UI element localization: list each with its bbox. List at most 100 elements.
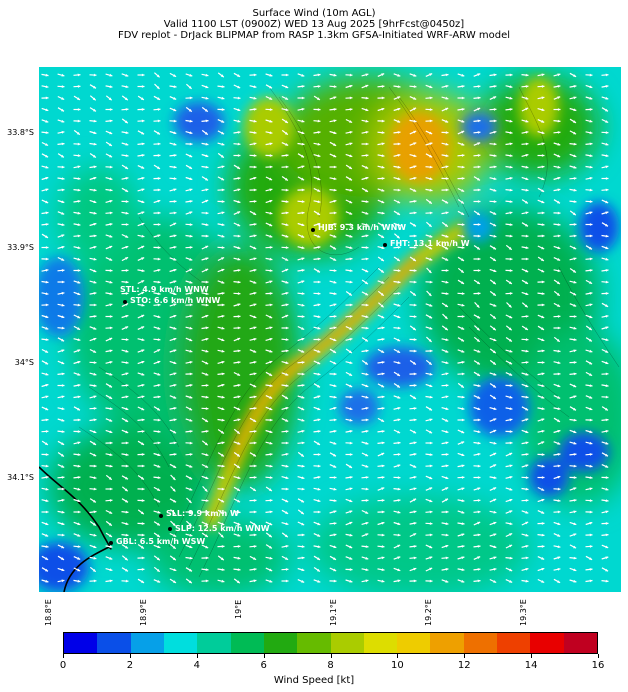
wind-arrow-head xyxy=(141,442,144,445)
wind-arrow-head xyxy=(237,337,241,341)
station-slp[interactable]: SLP: 12.5 km/h WNW xyxy=(168,524,270,533)
wind-arrow-head xyxy=(477,579,481,583)
wind-arrow-head xyxy=(317,464,321,468)
wind-arrow-head xyxy=(157,545,161,549)
wind-arrow-head xyxy=(109,396,113,399)
wind-arrow-head xyxy=(301,395,305,399)
wind-arrow-head xyxy=(236,430,240,434)
wind-arrow-head xyxy=(557,349,561,353)
wind-arrow-head xyxy=(77,568,81,572)
colorbar-swatch xyxy=(563,633,597,653)
wind-arrow-head xyxy=(428,361,432,365)
wind-arrow-head xyxy=(573,372,577,376)
wind-arrow-head xyxy=(381,96,385,100)
wind-arrow-head xyxy=(317,522,321,526)
wind-arrow-head xyxy=(205,85,209,89)
wind-arrow-head xyxy=(109,384,112,388)
wind-arrow-head xyxy=(221,360,225,364)
wind-arrow-head xyxy=(237,211,241,214)
wind-arrow-head xyxy=(509,154,513,157)
wind-arrow-head xyxy=(61,476,65,479)
wind-arrow-head xyxy=(205,568,209,571)
wind-arrow-head xyxy=(61,465,65,468)
wind-arrow-head xyxy=(220,453,224,457)
wind-arrow-head xyxy=(605,350,609,353)
wind-arrow-head xyxy=(61,234,65,238)
wind-arrow-head xyxy=(573,568,577,572)
wind-arrow-head xyxy=(141,349,145,353)
wind-arrow-head xyxy=(557,142,561,146)
wind-arrow-head xyxy=(301,568,305,572)
wind-arrow-head xyxy=(589,373,593,376)
station-sll[interactable]: SLL: 9.9 km/h W xyxy=(159,509,239,518)
wind-arrow-head xyxy=(397,85,401,88)
wind-arrow-head xyxy=(61,258,65,261)
wind-arrow-head xyxy=(285,223,289,227)
wind-arrow-head xyxy=(461,73,465,77)
wind-arrow-head xyxy=(317,430,321,433)
wind-arrow-head xyxy=(109,349,113,353)
wind-arrow-head xyxy=(109,199,113,203)
wind-arrow-head xyxy=(477,545,481,548)
wind-arrow-head xyxy=(237,74,241,77)
wind-arrow-head xyxy=(396,258,400,261)
wind-arrow-head xyxy=(605,326,609,330)
wind-arrow-head xyxy=(461,395,465,399)
wind-arrow-head xyxy=(173,131,177,135)
chart-subtitle-valid-time: Valid 1100 LST (0900Z) WED 13 Aug 2025 [… xyxy=(163,19,465,30)
wind-arrow-head xyxy=(221,177,225,181)
wind-arrow-head xyxy=(301,165,305,169)
wind-arrow-head xyxy=(61,315,65,319)
wind-arrow-head xyxy=(45,223,49,226)
station-stl[interactable]: STL: 4.9 km/h WNW xyxy=(120,285,209,294)
wind-arrow-head xyxy=(237,154,241,157)
wind-arrow-head xyxy=(141,131,145,135)
wind-arrow-head xyxy=(493,452,497,456)
wind-arrow-head xyxy=(509,165,513,169)
station-hjb[interactable]: HJB: 9.3 km/h WNW xyxy=(311,223,406,232)
wind-arrow-head xyxy=(413,269,417,272)
wind-arrow-head xyxy=(45,73,49,77)
wind-arrow-head xyxy=(61,384,65,387)
wind-arrow-head xyxy=(253,131,257,134)
wind-arrow-head xyxy=(493,418,497,421)
wind-arrow-head xyxy=(253,488,256,491)
wind-arrow-head xyxy=(237,200,241,204)
wind-arrow-head xyxy=(541,177,545,181)
wind-arrow-head xyxy=(333,384,337,388)
wind-arrow-head xyxy=(461,212,465,215)
wind-arrow-head xyxy=(253,268,257,272)
station-sto[interactable]: STO: 6.6 km/h WNW xyxy=(123,296,221,305)
wind-arrow-head xyxy=(77,373,81,376)
wind-arrow-head xyxy=(333,131,337,135)
wind-arrow-head xyxy=(365,96,369,100)
wind-arrow-head xyxy=(253,476,257,479)
wind-arrow-head xyxy=(173,361,177,365)
wind-arrow-head xyxy=(237,257,241,261)
wind-arrow-head xyxy=(205,303,209,307)
wind-arrow-head xyxy=(429,545,433,549)
wind-arrow-head xyxy=(445,441,449,445)
wind-arrow-head xyxy=(61,269,65,272)
lon-label-18-8: 18.8°E xyxy=(44,599,53,626)
wind-map[interactable]: HJB: 9.3 km/h WNW FHT: 13.1 km/h W STL: … xyxy=(39,67,621,592)
wind-arrow-head xyxy=(573,545,577,549)
wind-arrow-head xyxy=(109,499,113,502)
wind-arrow-head xyxy=(173,441,177,445)
wind-arrow-head xyxy=(61,119,65,123)
wind-arrow-head xyxy=(365,176,369,180)
wind-arrow-head xyxy=(541,511,545,514)
wind-arrow-head xyxy=(157,326,161,330)
wind-arrow-head xyxy=(188,500,192,503)
wind-arrow-head xyxy=(445,84,449,88)
wind-arrow-head xyxy=(45,268,49,272)
station-gbl[interactable]: GBL: 6.5 km/h WSW xyxy=(109,537,205,546)
wind-arrow-head xyxy=(477,223,481,226)
wind-arrow-head xyxy=(365,119,369,123)
colorbar-swatch xyxy=(163,633,198,653)
wind-arrow-head xyxy=(461,85,465,88)
wind-arrow-head xyxy=(557,200,560,204)
station-fht[interactable]: FHT: 13.1 km/h W xyxy=(383,239,470,248)
colorbar-tick-mark xyxy=(129,654,131,658)
wind-arrow-head xyxy=(445,464,449,468)
